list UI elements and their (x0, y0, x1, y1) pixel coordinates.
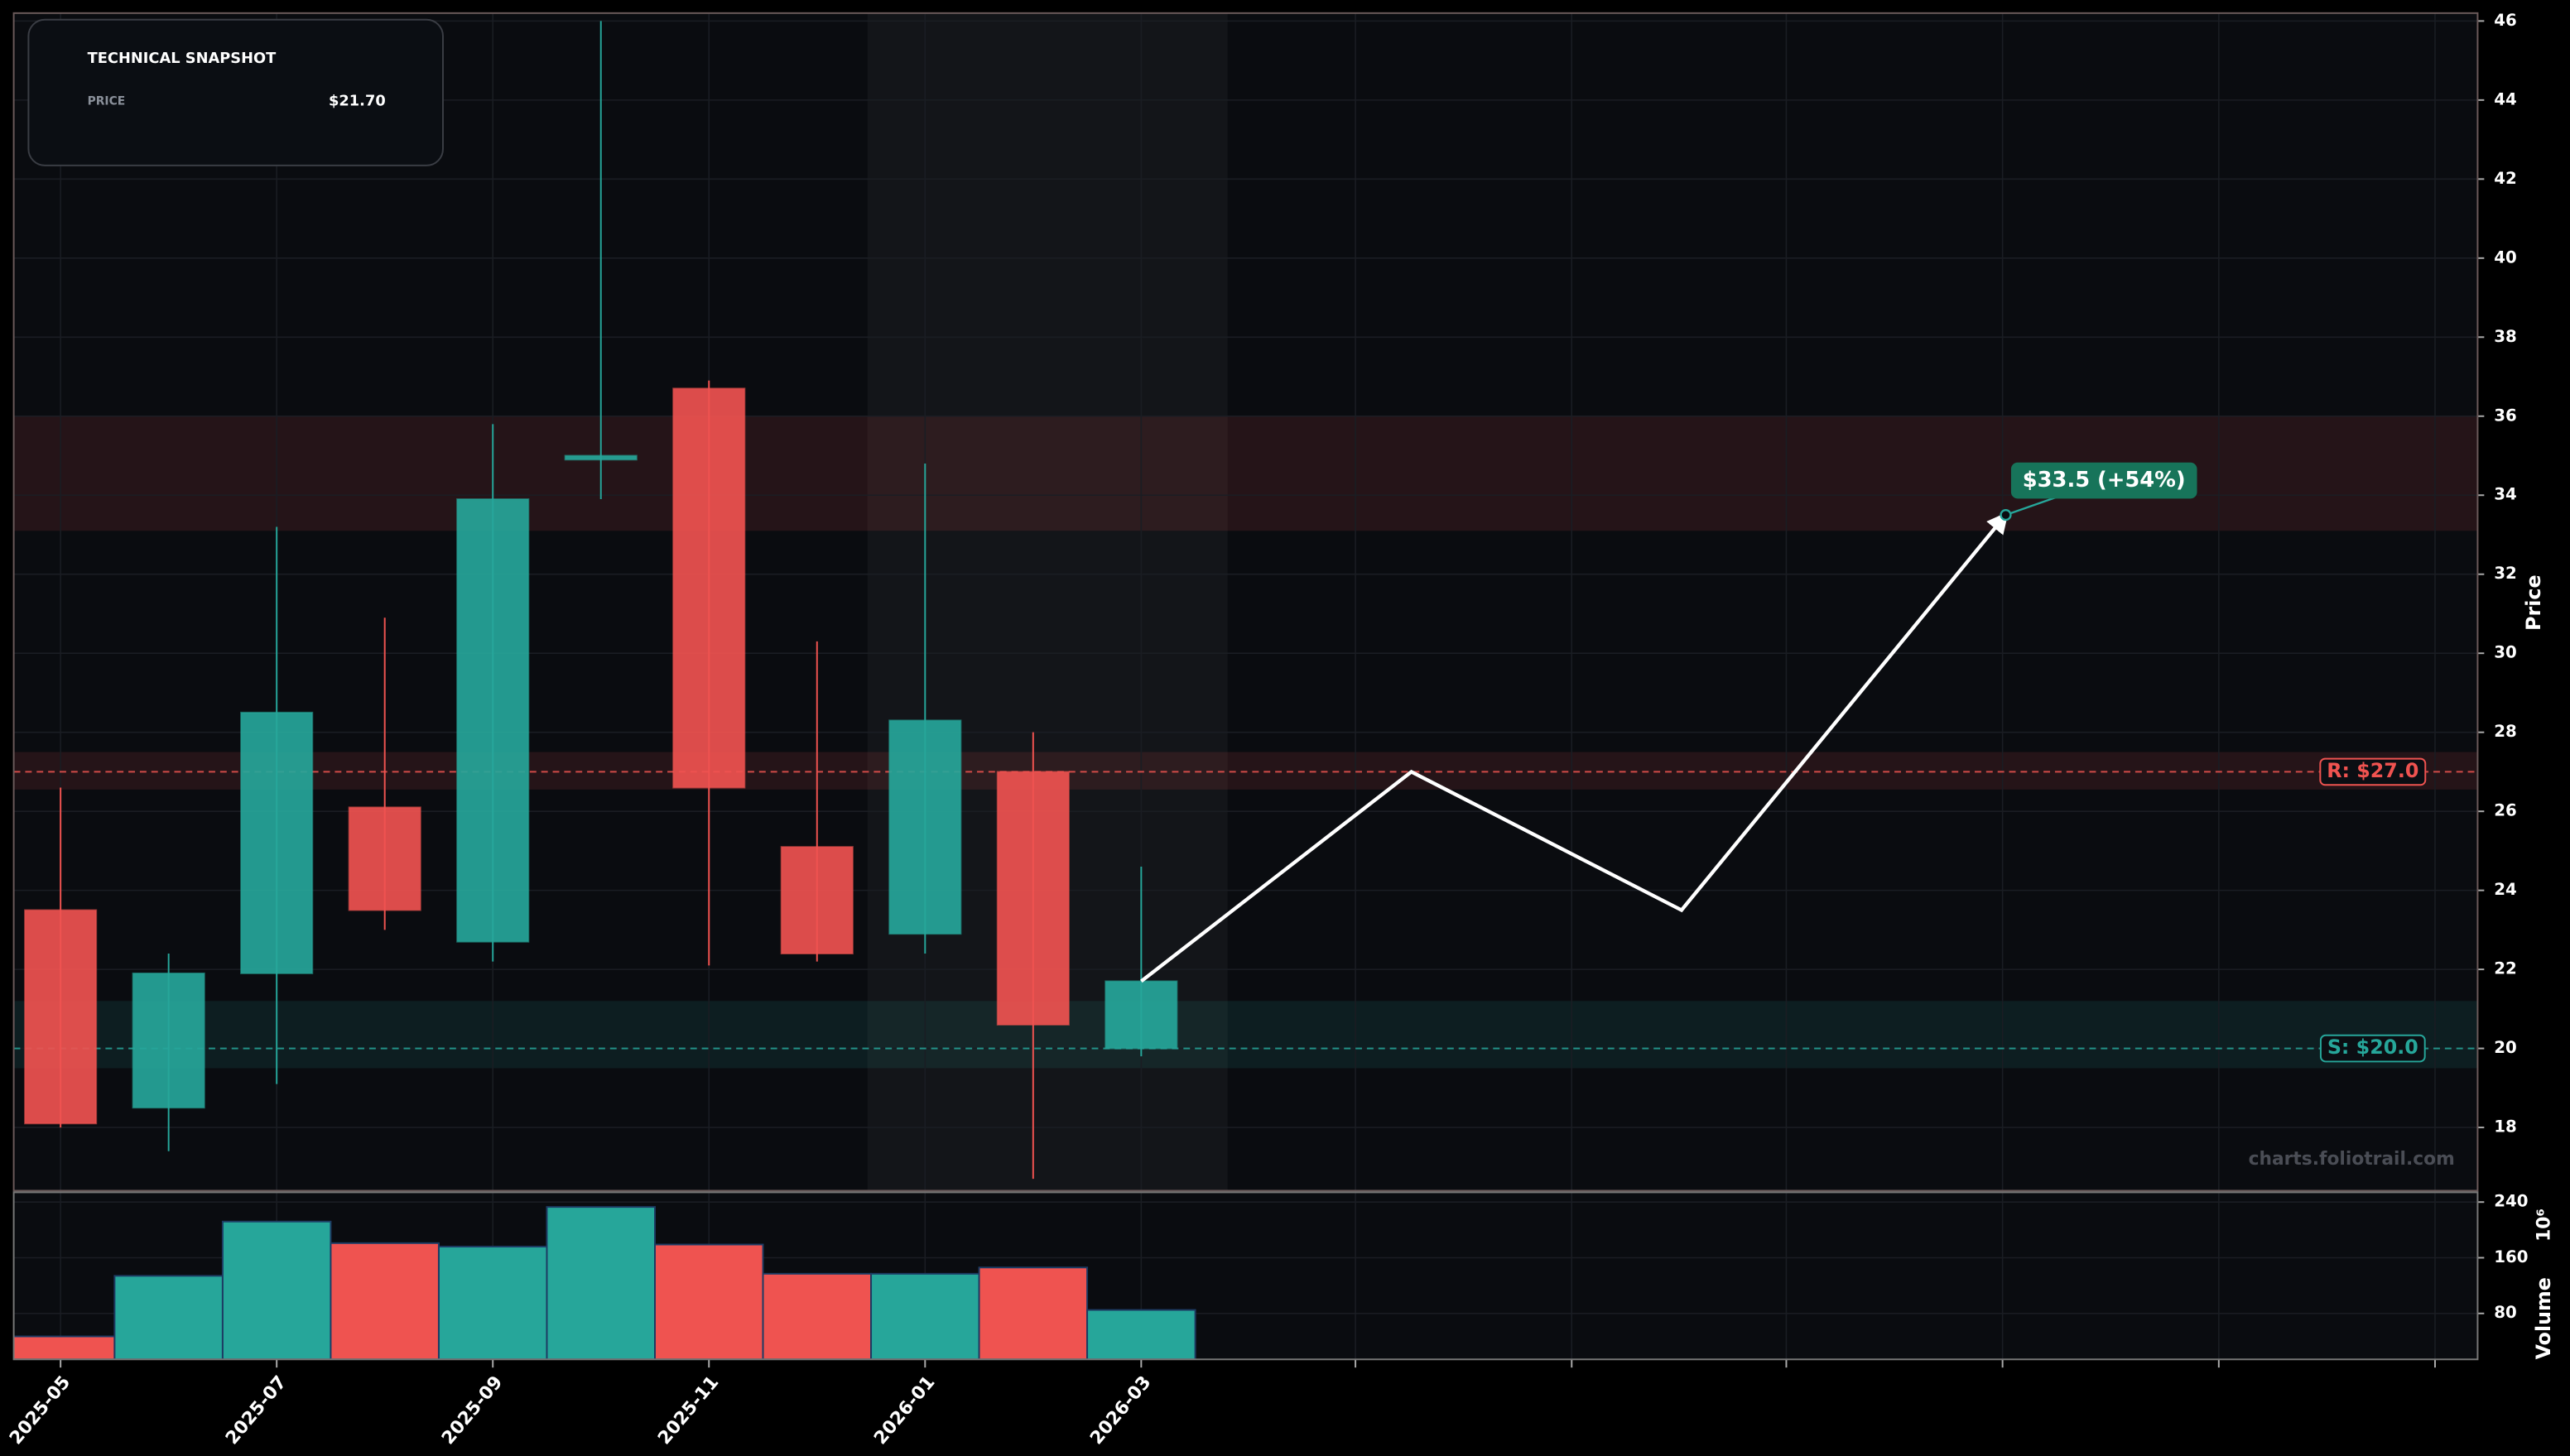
y-axis-label: Price (2522, 574, 2545, 630)
snapshot-title: TECHNICAL SNAPSHOT (88, 50, 277, 67)
unlabeled-x-grid (1355, 12, 2436, 1360)
watermark: charts.foliotrail.com (2249, 1149, 2455, 1170)
y-tick-label: 18 (2494, 1117, 2517, 1136)
price-background-layer (13, 12, 2478, 1191)
volume-bar (330, 1242, 440, 1360)
zone (13, 1001, 2478, 1069)
snapshot-box (27, 18, 444, 166)
y-tick-label: 40 (2494, 247, 2517, 267)
volume-bar (437, 1246, 548, 1360)
volume-bar (113, 1275, 224, 1360)
volume-scale-label: 10⁶ (2534, 1209, 2555, 1242)
volume-bar (762, 1272, 873, 1360)
y-tick-label: 46 (2494, 11, 2517, 30)
candle-body (996, 771, 1070, 1026)
volume-tick-label: 240 (2494, 1192, 2528, 1211)
y-tick-label: 20 (2494, 1038, 2517, 1057)
candle-body (780, 846, 854, 955)
volume-tick-label: 80 (2494, 1303, 2517, 1322)
projection-line (1140, 512, 2009, 983)
volume-bar (978, 1266, 1089, 1360)
unlabeled-x-ticks (1355, 1359, 2436, 1368)
candle-body (456, 498, 530, 943)
level-label-box (2319, 757, 2427, 786)
grid-layer (13, 12, 2478, 1368)
volume-layer (13, 1206, 1196, 1360)
candle-body (24, 909, 98, 1125)
target-point (2000, 508, 2012, 521)
volume-bar (221, 1220, 332, 1360)
y-tick-label: 30 (2494, 643, 2517, 662)
candle-body (348, 806, 421, 911)
candle-body (672, 387, 746, 789)
level-label: S: $20.0 (2327, 1036, 2418, 1059)
zone (13, 752, 2478, 790)
candle-body (1105, 980, 1178, 1050)
y-tick-label: 24 (2494, 880, 2517, 899)
y-tick-label: 44 (2494, 89, 2517, 108)
level-label-box (2319, 1034, 2426, 1063)
snapshot-panel: TECHNICAL SNAPSHOT PRICE $21.70 (27, 18, 444, 166)
price-plot-area (13, 12, 2478, 1191)
candle-body (240, 711, 314, 974)
y-tick-label: 32 (2494, 564, 2517, 583)
y-tick-label: 26 (2494, 801, 2517, 820)
y-tick-label: 28 (2494, 722, 2517, 741)
y-tick-label: 38 (2494, 327, 2517, 346)
y-tick-label: 36 (2494, 406, 2517, 425)
level-label: R: $27.0 (2327, 759, 2418, 782)
y-tick-label: 22 (2494, 959, 2517, 978)
price-layer (13, 21, 2478, 1180)
volume-bar (1086, 1309, 1196, 1360)
snapshot-value: $21.70 (329, 93, 386, 110)
target-box (2010, 462, 2197, 499)
target-label: $33.5 (+54%) (2023, 468, 2186, 493)
volume-frame (12, 1191, 2479, 1361)
y-tick-label: 42 (2494, 169, 2517, 188)
volume-bar (546, 1206, 656, 1360)
candle-body (564, 454, 638, 461)
price-frame (12, 12, 2479, 1192)
volume-tick-label: 160 (2494, 1247, 2528, 1266)
snapshot-label: PRICE (88, 95, 126, 108)
candle-body (132, 972, 205, 1109)
candle-body (888, 719, 962, 935)
volume-axis-label: Volume (2532, 1277, 2555, 1359)
volume-bar (13, 1335, 116, 1360)
volume-bar (870, 1272, 980, 1360)
volume-bar (654, 1243, 764, 1360)
y-tick-label: 34 (2494, 485, 2517, 504)
